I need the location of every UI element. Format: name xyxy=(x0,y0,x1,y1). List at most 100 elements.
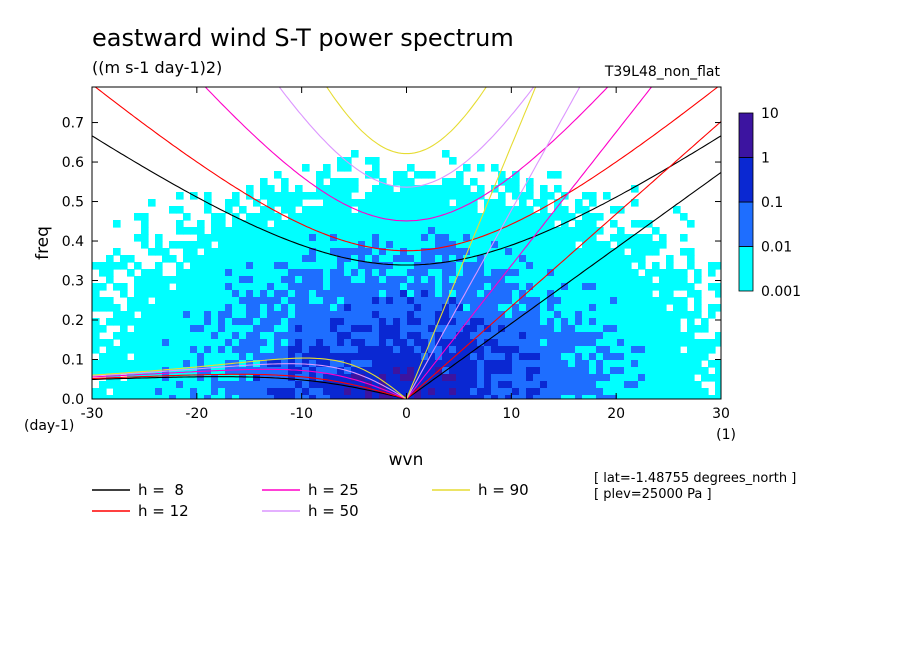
spectrum-cell xyxy=(603,276,611,284)
spectrum-cell xyxy=(183,360,191,368)
spectrum-cell xyxy=(274,192,282,200)
spectrum-cell xyxy=(400,241,408,249)
spectrum-cell xyxy=(603,262,611,270)
spectrum-cell xyxy=(533,262,541,270)
spectrum-cell xyxy=(232,297,240,305)
spectrum-cell xyxy=(253,339,261,347)
spectrum-cell xyxy=(456,346,464,354)
spectrum-cell xyxy=(463,241,471,249)
spectrum-cell xyxy=(407,164,415,172)
spectrum-cell xyxy=(582,395,590,399)
spectrum-cell xyxy=(575,346,583,354)
spectrum-cell xyxy=(533,360,541,368)
spectrum-cell xyxy=(512,304,520,312)
spectrum-cell xyxy=(344,353,352,361)
spectrum-cell xyxy=(540,269,548,277)
spectrum-cell xyxy=(302,276,310,284)
spectrum-cell xyxy=(456,381,464,389)
spectrum-cell xyxy=(435,269,443,277)
spectrum-cell xyxy=(316,353,324,361)
spectrum-cell xyxy=(155,346,163,354)
spectrum-cell xyxy=(687,255,695,263)
spectrum-cell xyxy=(673,374,681,382)
spectrum-cell xyxy=(148,339,156,347)
spectrum-cell xyxy=(463,290,471,298)
spectrum-cell xyxy=(414,283,422,291)
spectrum-cell xyxy=(232,395,240,399)
spectrum-cell xyxy=(624,360,632,368)
spectrum-cell xyxy=(687,332,695,340)
spectrum-cell xyxy=(281,297,289,305)
spectrum-cell xyxy=(120,255,128,263)
colorbar-swatch xyxy=(738,201,754,247)
spectrum-cell xyxy=(260,353,268,361)
spectrum-cell xyxy=(120,332,128,340)
spectrum-cell xyxy=(407,185,415,193)
spectrum-cell xyxy=(540,255,548,263)
spectrum-cell xyxy=(351,388,359,396)
spectrum-cell xyxy=(309,192,317,200)
spectrum-cell xyxy=(407,360,415,368)
spectrum-cell xyxy=(218,220,226,228)
spectrum-cell xyxy=(435,206,443,214)
spectrum-cell xyxy=(323,276,331,284)
spectrum-cell xyxy=(197,353,205,361)
spectrum-cell xyxy=(414,360,422,368)
spectrum-cell xyxy=(631,339,639,347)
spectrum-cell xyxy=(589,339,597,347)
spectrum-cell xyxy=(337,192,345,200)
spectrum-cell xyxy=(498,353,506,361)
spectrum-cell xyxy=(512,276,520,284)
spectrum-cell xyxy=(183,318,191,326)
spectrum-cell xyxy=(463,353,471,361)
spectrum-cell xyxy=(155,290,163,298)
spectrum-cell xyxy=(365,332,373,340)
spectrum-cell xyxy=(148,346,156,354)
spectrum-cell xyxy=(519,234,527,242)
spectrum-cell xyxy=(393,269,401,277)
spectrum-cell xyxy=(127,360,135,368)
spectrum-cell xyxy=(596,367,604,375)
spectrum-cell xyxy=(330,199,338,207)
spectrum-cell xyxy=(344,388,352,396)
spectrum-cell xyxy=(554,269,562,277)
spectrum-cell xyxy=(393,178,401,186)
spectrum-cell xyxy=(428,304,436,312)
spectrum-cell xyxy=(267,206,275,214)
spectrum-cell xyxy=(358,311,366,319)
spectrum-cell xyxy=(428,269,436,277)
spectrum-cell xyxy=(414,227,422,235)
spectrum-cell xyxy=(610,276,618,284)
spectrum-cell xyxy=(365,192,373,200)
spectrum-cell xyxy=(169,276,177,284)
spectrum-cell xyxy=(603,248,611,256)
spectrum-cell xyxy=(666,262,674,270)
spectrum-cell xyxy=(645,325,653,333)
spectrum-cell xyxy=(344,332,352,340)
spectrum-cell xyxy=(337,157,345,165)
spectrum-cell xyxy=(708,374,716,382)
run-label: T39L48_non_flat xyxy=(604,64,721,80)
spectrum-cell xyxy=(204,325,212,333)
spectrum-cell xyxy=(358,395,366,399)
spectrum-cell xyxy=(561,234,569,242)
spectrum-cell xyxy=(176,367,184,375)
spectrum-cell xyxy=(260,311,268,319)
spectrum-cell xyxy=(575,262,583,270)
spectrum-cell xyxy=(449,192,457,200)
spectrum-cell xyxy=(554,283,562,291)
spectrum-cell xyxy=(575,374,583,382)
spectrum-cell xyxy=(183,276,191,284)
spectrum-cell xyxy=(134,297,142,305)
spectrum-cell xyxy=(428,353,436,361)
spectrum-cell xyxy=(330,381,338,389)
spectrum-cell xyxy=(162,283,170,291)
spectrum-cell xyxy=(162,395,170,399)
spectrum-cell xyxy=(323,185,331,193)
spectrum-cell xyxy=(498,304,506,312)
spectrum-cell xyxy=(141,381,149,389)
spectrum-cell xyxy=(442,227,450,235)
spectrum-cell xyxy=(239,297,247,305)
spectrum-cell xyxy=(330,367,338,375)
spectrum-cell xyxy=(547,213,555,221)
